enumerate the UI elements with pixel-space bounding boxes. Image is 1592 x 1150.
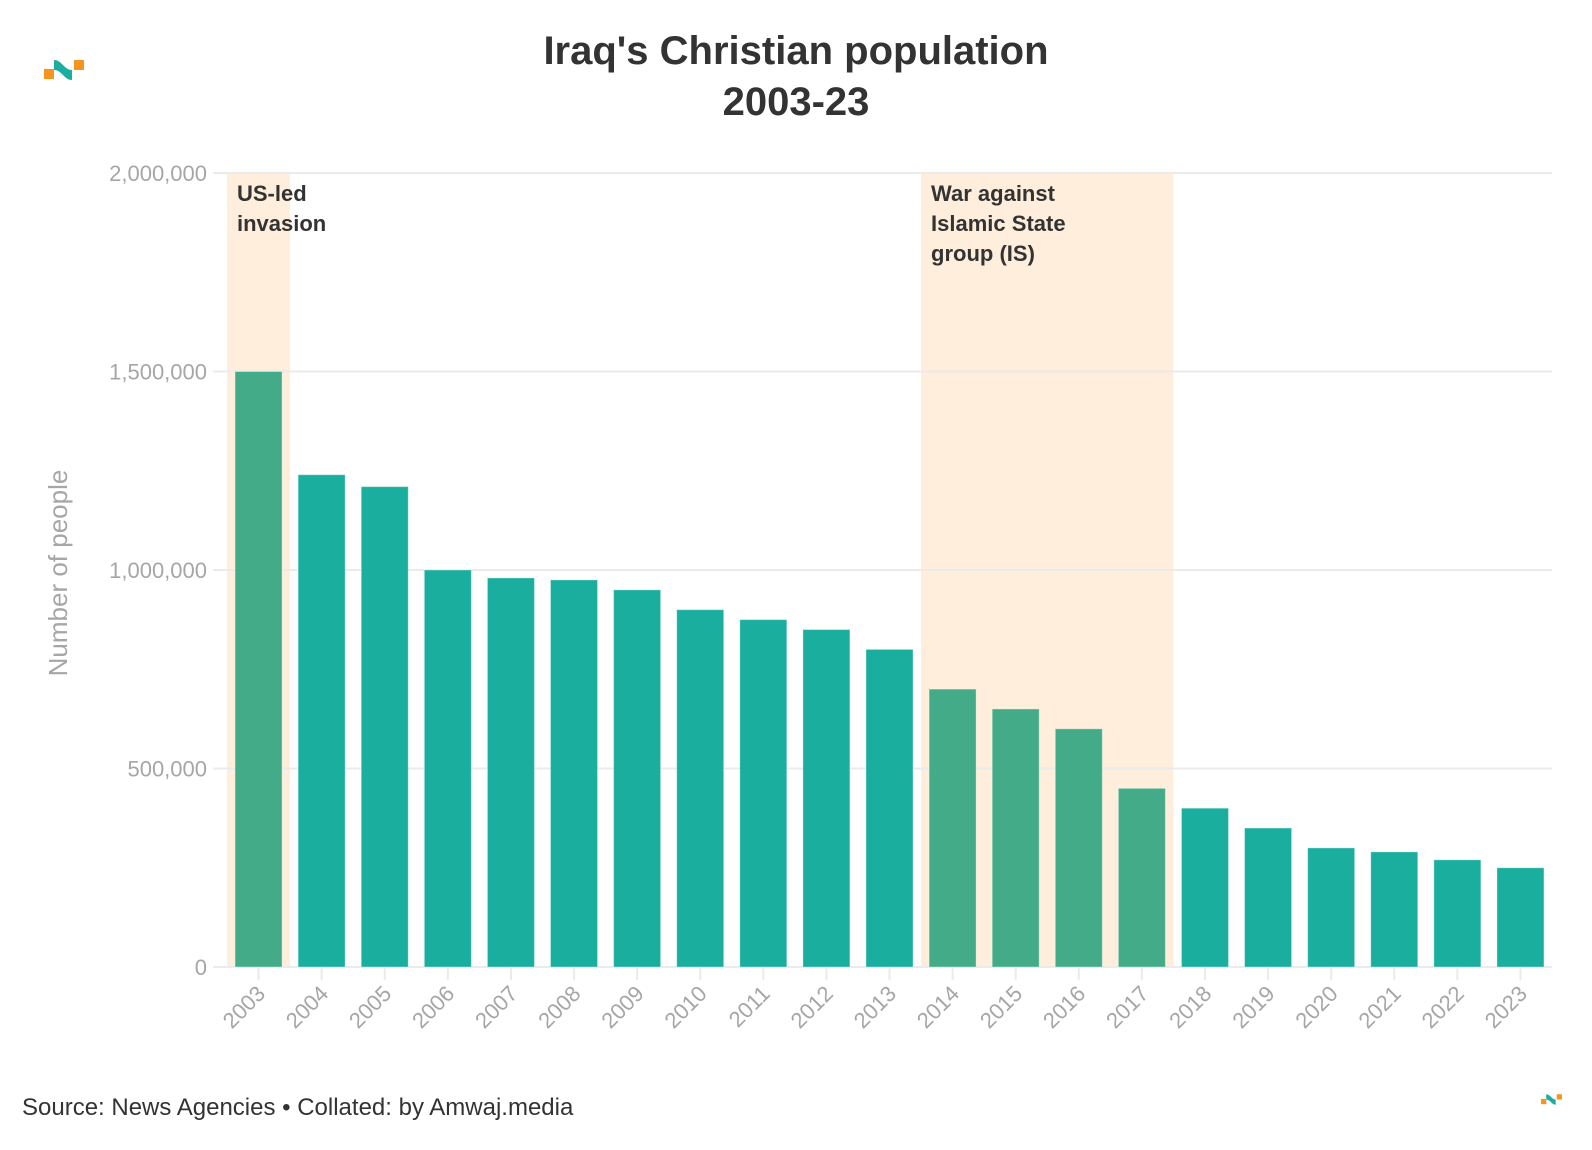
y-axis-ticks: 0 500,000 1,000,000 1,500,000 2,000,000: [109, 161, 207, 980]
bar-2021: [1370, 851, 1419, 968]
bar-2009: [613, 589, 662, 968]
y-tick-label: 1,500,000: [109, 360, 207, 385]
bar-2005: [360, 486, 409, 968]
logo-square-right: [74, 60, 84, 70]
bar-2017: [1117, 787, 1166, 968]
bar-2023: [1496, 867, 1545, 968]
x-tick-label: 2013: [849, 981, 901, 1033]
annotation-label: US-led: [237, 181, 307, 206]
x-tick-label: 2018: [1164, 981, 1216, 1033]
logo-wave: [54, 60, 72, 80]
x-tick-label: 2003: [218, 981, 270, 1033]
x-tick-label: 2009: [596, 981, 648, 1033]
x-tick-label: 2012: [786, 981, 838, 1033]
x-tick-label: 2016: [1038, 981, 1090, 1033]
bar-2019: [1244, 827, 1293, 968]
x-tick-label: 2010: [659, 981, 711, 1033]
x-tick-label: 2020: [1290, 981, 1342, 1033]
x-tick-label: 2006: [407, 981, 459, 1033]
y-tick-label: 500,000: [127, 757, 207, 782]
bar-chart: 0 500,000 1,000,000 1,500,000 2,000,000 2003…: [43, 161, 1552, 1033]
y-tick-label: 1,000,000: [109, 558, 207, 583]
bar-2014: [928, 688, 977, 968]
bar-2006: [423, 569, 472, 968]
y-tick-label: 2,000,000: [109, 161, 207, 186]
x-axis-ticks: 2003 2004 2005 2006 2007 2008 2009 2010 2011 2012…: [218, 967, 1532, 1033]
bar-2008: [550, 579, 599, 968]
x-tick-label: 2007: [470, 981, 522, 1033]
x-tick-label: 2021: [1354, 981, 1406, 1033]
x-tick-label: 2011: [724, 981, 775, 1032]
bar-2004: [297, 474, 346, 968]
chart-title: Iraq's Christian population 2003-23: [0, 26, 1592, 128]
annotation-label: invasion: [237, 211, 326, 236]
x-tick-label: 2023: [1480, 981, 1532, 1033]
bar-2012: [802, 629, 851, 968]
bar-2013: [865, 648, 914, 968]
chart-title-line2: 2003-23: [722, 80, 870, 124]
bar-2003: [234, 371, 283, 968]
bar-2022: [1433, 859, 1482, 968]
annotation-label: group (IS): [931, 241, 1035, 266]
y-tick-label: 0: [195, 955, 207, 980]
bars: [234, 371, 1545, 968]
x-tick-label: 2014: [912, 981, 964, 1033]
source-note: Source: News Agencies • Collated: by Amw…: [22, 1094, 574, 1121]
bar-2020: [1307, 847, 1356, 968]
annotation-label: War against: [931, 181, 1056, 206]
bar-2018: [1180, 807, 1229, 968]
x-tick-label: 2015: [975, 981, 1027, 1033]
chart-title-line1: Iraq's Christian population: [543, 29, 1049, 73]
x-tick-label: 2005: [344, 981, 396, 1033]
x-tick-label: 2022: [1417, 981, 1469, 1033]
annotations: US-led invasion War against Islamic State gr…: [237, 181, 1066, 266]
annotation-label: Islamic State: [931, 211, 1066, 236]
x-tick-label: 2008: [533, 981, 585, 1033]
bar-2007: [486, 577, 535, 968]
logo-square-left: [44, 69, 54, 79]
amwaj-logo-small-icon: [1541, 1094, 1562, 1105]
bar-2016: [1054, 728, 1103, 968]
bar-2010: [676, 609, 725, 968]
x-tick-label: 2019: [1227, 981, 1279, 1033]
y-axis-label: Number of people: [43, 470, 73, 677]
x-tick-label: 2017: [1101, 981, 1153, 1033]
amwaj-logo-icon: [44, 60, 84, 80]
bar-2011: [739, 619, 788, 968]
bar-2015: [991, 708, 1040, 968]
x-tick-label: 2004: [281, 981, 333, 1033]
